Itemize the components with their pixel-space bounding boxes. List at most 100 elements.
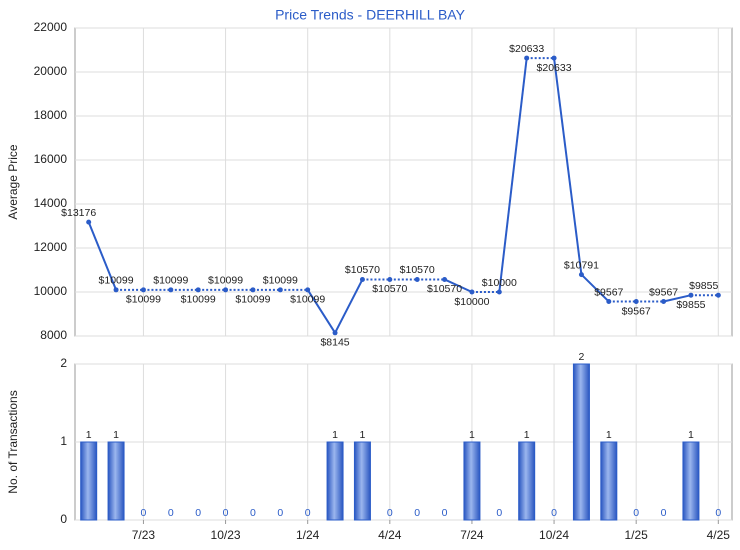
data-label: 1 bbox=[469, 429, 475, 441]
data-label: $10099 bbox=[153, 275, 188, 287]
line-segment bbox=[444, 278, 473, 293]
data-label: 1 bbox=[86, 429, 92, 441]
x-tick-label: 10/23 bbox=[211, 528, 241, 542]
line-segment bbox=[580, 273, 610, 303]
point bbox=[715, 292, 721, 298]
data-label: $13176 bbox=[61, 207, 96, 219]
y-tick-label: 8000 bbox=[40, 328, 67, 342]
point bbox=[223, 287, 229, 293]
data-label: 0 bbox=[250, 507, 256, 519]
data-label: 0 bbox=[633, 507, 639, 519]
y-axis-label: No. of Transactions bbox=[6, 390, 20, 493]
data-label: $9567 bbox=[649, 286, 678, 298]
point bbox=[305, 287, 311, 293]
data-label: $10000 bbox=[482, 277, 517, 289]
data-label: 0 bbox=[141, 507, 147, 519]
bar bbox=[572, 363, 590, 521]
data-label: $8145 bbox=[320, 337, 349, 349]
point bbox=[140, 287, 146, 293]
data-label: 0 bbox=[223, 507, 229, 519]
point bbox=[442, 276, 448, 282]
data-label: 0 bbox=[715, 507, 721, 519]
point bbox=[86, 219, 92, 225]
data-label: $10791 bbox=[564, 259, 599, 271]
bar bbox=[682, 441, 700, 521]
point bbox=[277, 287, 283, 293]
line-segment bbox=[498, 57, 528, 293]
data-label: 0 bbox=[387, 507, 393, 519]
bar bbox=[518, 441, 536, 521]
data-label: 1 bbox=[606, 429, 612, 441]
x-tick-label: 4/25 bbox=[707, 528, 731, 542]
y-tick-label: 18000 bbox=[34, 108, 68, 122]
data-label: 0 bbox=[496, 507, 502, 519]
data-label: 1 bbox=[332, 429, 338, 441]
data-label: $10099 bbox=[126, 294, 161, 306]
data-label: $10570 bbox=[400, 264, 435, 276]
data-label: $10099 bbox=[235, 294, 270, 306]
data-label: $10099 bbox=[290, 294, 325, 306]
line-segment bbox=[553, 57, 583, 275]
chart-title: Price Trends - DEERHILL BAY bbox=[275, 7, 466, 23]
data-label: $10099 bbox=[99, 275, 134, 287]
point bbox=[250, 287, 256, 293]
data-label: $9855 bbox=[689, 280, 718, 292]
data-label: $9567 bbox=[594, 286, 623, 298]
bar bbox=[353, 441, 371, 521]
data-label: $10000 bbox=[454, 296, 489, 308]
point bbox=[113, 287, 119, 293]
data-label: 1 bbox=[113, 429, 119, 441]
y-tick-label: 22000 bbox=[34, 20, 68, 34]
data-label: 0 bbox=[661, 507, 667, 519]
data-label: 2 bbox=[579, 351, 585, 363]
data-label: 0 bbox=[277, 507, 283, 519]
data-label: 0 bbox=[551, 507, 557, 519]
x-tick-label: 7/24 bbox=[460, 528, 484, 542]
bar bbox=[107, 441, 125, 521]
point bbox=[661, 299, 667, 305]
line-segment bbox=[87, 221, 117, 291]
data-label: 0 bbox=[305, 507, 311, 519]
point bbox=[195, 287, 201, 293]
data-label: $20633 bbox=[537, 62, 572, 74]
point bbox=[469, 289, 475, 295]
data-label: $10099 bbox=[263, 275, 298, 287]
line-segment bbox=[306, 289, 336, 334]
y-tick-label: 10000 bbox=[34, 284, 68, 298]
data-label: 0 bbox=[168, 507, 174, 519]
data-label: $10570 bbox=[427, 283, 462, 295]
line-segment bbox=[334, 279, 364, 334]
bar bbox=[600, 441, 618, 521]
bar bbox=[80, 441, 98, 521]
point bbox=[551, 55, 557, 61]
y-tick-label: 2 bbox=[60, 356, 67, 370]
data-label: $9567 bbox=[622, 305, 651, 317]
y-axis-label: Average Price bbox=[6, 144, 20, 219]
data-label: 0 bbox=[414, 507, 420, 519]
x-tick-label: 10/24 bbox=[539, 528, 569, 542]
point bbox=[168, 287, 174, 293]
data-label: $10099 bbox=[181, 294, 216, 306]
y-tick-label: 14000 bbox=[34, 196, 68, 210]
point bbox=[688, 292, 694, 298]
data-label: $20633 bbox=[509, 43, 544, 55]
point bbox=[578, 272, 584, 278]
y-tick-label: 12000 bbox=[34, 240, 68, 254]
line-segment bbox=[663, 294, 692, 303]
point bbox=[496, 289, 502, 295]
bar bbox=[463, 441, 481, 521]
x-tick-label: 7/23 bbox=[132, 528, 156, 542]
x-tick-label: 1/25 bbox=[625, 528, 649, 542]
data-label: $9855 bbox=[676, 299, 705, 311]
data-label: 1 bbox=[524, 429, 530, 441]
data-label: 1 bbox=[688, 429, 694, 441]
data-label: 1 bbox=[360, 429, 366, 441]
point bbox=[332, 330, 338, 336]
data-label: $10570 bbox=[345, 264, 380, 276]
point bbox=[524, 55, 530, 61]
x-tick-label: 1/24 bbox=[296, 528, 320, 542]
point bbox=[359, 276, 365, 282]
data-label: $10099 bbox=[208, 275, 243, 287]
